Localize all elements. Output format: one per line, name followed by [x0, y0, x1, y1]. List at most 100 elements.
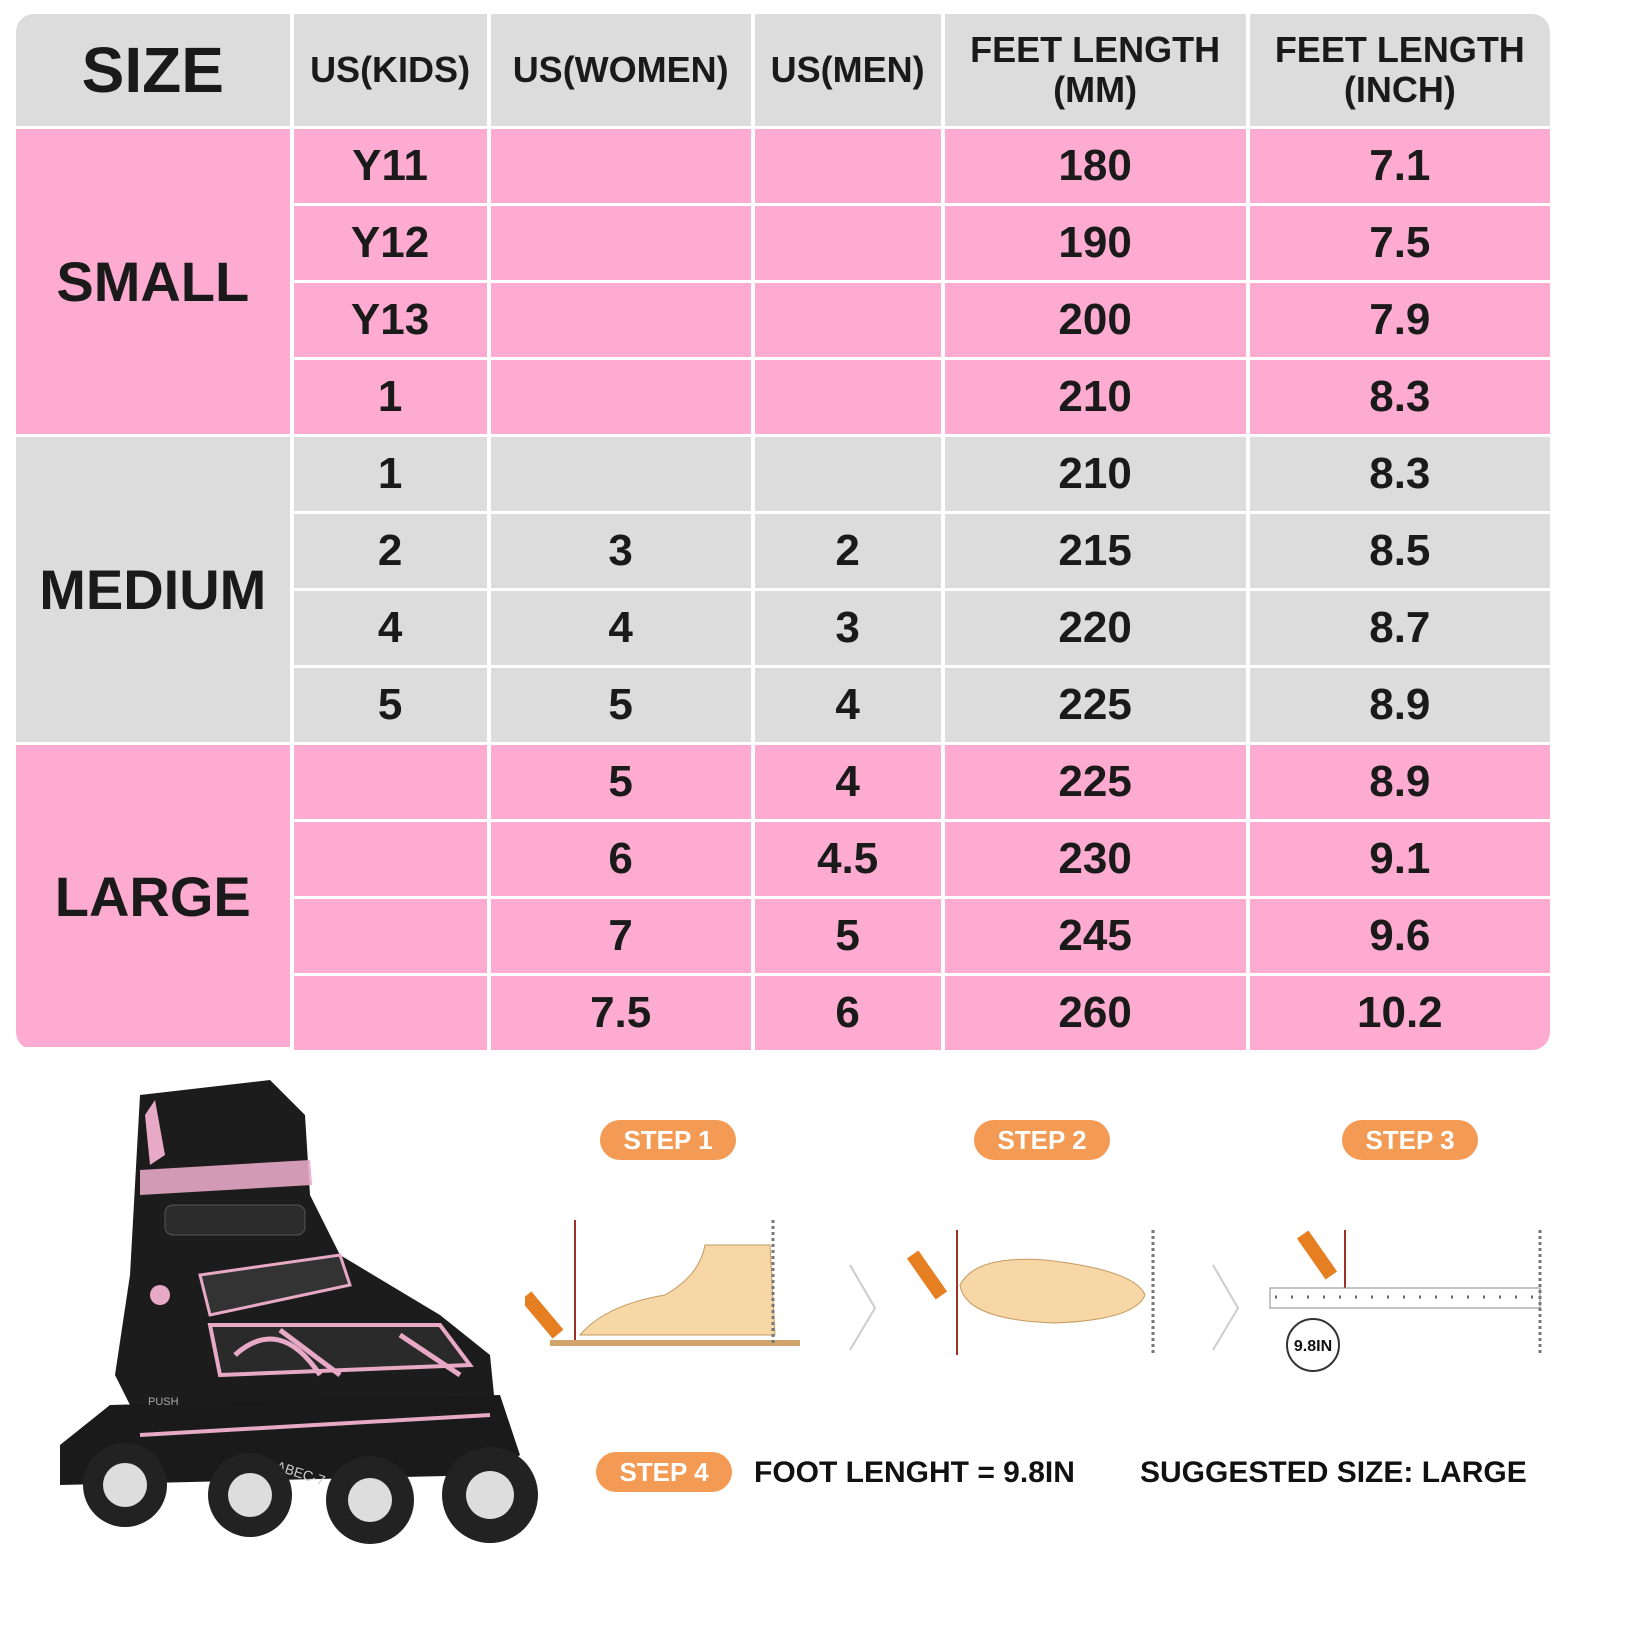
cell-us-kids: 4 — [293, 591, 491, 668]
step-1-illustration — [525, 1220, 800, 1346]
cell-feet-mm: 215 — [944, 514, 1250, 591]
step-2-illustration — [906, 1230, 1155, 1355]
cell-feet-mm: 225 — [944, 668, 1250, 745]
cell-us-kids: Y11 — [293, 129, 491, 206]
cell-feet-inch: 9.1 — [1249, 822, 1550, 899]
cell-us-men: 3 — [754, 591, 945, 668]
cell-feet-mm: 210 — [944, 360, 1250, 437]
cell-feet-mm: 245 — [944, 899, 1250, 976]
cell-us-men — [754, 437, 945, 514]
cell-us-women: 5 — [490, 668, 755, 745]
cell-feet-inch: 10.2 — [1249, 976, 1550, 1050]
table-row: LARGE 5 4 225 8.9 — [16, 745, 1550, 1050]
header-feet-mm: FEET LENGTH (MM) — [944, 14, 1250, 129]
table-row: MEDIUM 1 210 8.3 — [16, 437, 1550, 745]
cell-feet-inch: 7.1 — [1249, 129, 1550, 206]
cell-us-women — [490, 283, 755, 360]
cell-us-kids — [293, 976, 491, 1050]
table-row: 6 4.5 230 9.1 — [16, 822, 1550, 899]
size-group-large: LARGE — [16, 745, 294, 1050]
cell-us-men: 2 — [754, 514, 945, 591]
header-us-kids: US(KIDS) — [293, 14, 491, 129]
step-4-badge: STEP 4 — [596, 1452, 732, 1492]
header-feet-inch-text: FEET LENGTH (INCH) — [1274, 29, 1525, 110]
step-3-illustration: 9.8IN — [1269, 1230, 1542, 1372]
step-3-badge: STEP 3 — [1342, 1120, 1478, 1160]
table-row: SMALL Y11 180 7.1 — [16, 129, 1550, 437]
cell-us-kids: 2 — [293, 514, 491, 591]
header-feet-mm-text: FEET LENGTH (MM) — [970, 29, 1221, 110]
cell-us-women: 7 — [490, 899, 755, 976]
cell-us-men: 4 — [754, 745, 945, 822]
cell-us-kids: 1 — [293, 437, 491, 514]
cell-feet-mm: 190 — [944, 206, 1250, 283]
cell-us-men: 4 — [754, 668, 945, 745]
cell-us-women: 6 — [490, 822, 755, 899]
header-us-men: US(MEN) — [754, 14, 945, 129]
cell-feet-inch: 8.3 — [1249, 360, 1550, 437]
cell-feet-inch: 8.3 — [1249, 437, 1550, 514]
cell-us-kids — [293, 899, 491, 976]
foot-length-text: FOOT LENGHT = 9.8IN — [754, 1456, 1075, 1489]
push-label: PUSH — [148, 1396, 179, 1408]
cell-feet-inch: 7.5 — [1249, 206, 1550, 283]
inline-skate-image: ABEC-7 PUSH — [60, 1080, 538, 1544]
cell-us-kids — [293, 822, 491, 899]
cell-feet-inch: 8.9 — [1249, 745, 1550, 822]
cell-feet-inch: 8.7 — [1249, 591, 1550, 668]
table-row: Y12 190 7.5 — [16, 206, 1550, 283]
cell-us-kids: Y12 — [293, 206, 491, 283]
table-row: 5 5 4 225 8.9 — [16, 668, 1550, 745]
cell-us-women — [490, 437, 755, 514]
table-row: 2 3 2 215 8.5 — [16, 514, 1550, 591]
cell-us-women — [490, 129, 755, 206]
table-row: Y13 200 7.9 — [16, 283, 1550, 360]
cell-us-men — [754, 129, 945, 206]
cell-us-kids: 1 — [293, 360, 491, 437]
chevron-right-icon — [849, 1264, 877, 1351]
cell-feet-mm: 210 — [944, 437, 1250, 514]
step-2-badge: STEP 2 — [974, 1120, 1110, 1160]
size-group-small: SMALL — [16, 129, 294, 437]
cell-feet-mm: 200 — [944, 283, 1250, 360]
table-row: 7.5 6 260 10.2 — [16, 976, 1550, 1050]
cell-feet-inch: 8.5 — [1249, 514, 1550, 591]
table-row: 1 210 8.3 — [16, 360, 1550, 437]
cell-feet-inch: 9.6 — [1249, 899, 1550, 976]
table-row: 7 5 245 9.6 — [16, 899, 1550, 976]
header-size: SIZE — [16, 14, 294, 129]
cell-us-men — [754, 283, 945, 360]
cell-us-women: 7.5 — [490, 976, 755, 1050]
cell-feet-inch: 7.9 — [1249, 283, 1550, 360]
header-feet-inch: FEET LENGTH (INCH) — [1249, 14, 1550, 129]
table-row: 4 4 3 220 8.7 — [16, 591, 1550, 668]
step-1-badge: STEP 1 — [600, 1120, 736, 1160]
cell-feet-mm: 230 — [944, 822, 1250, 899]
cell-feet-mm: 220 — [944, 591, 1250, 668]
cell-us-men: 5 — [754, 899, 945, 976]
chevron-right-icon — [1212, 1264, 1240, 1351]
cell-us-women — [490, 360, 755, 437]
size-group-medium: MEDIUM — [16, 437, 294, 745]
cell-feet-mm: 260 — [944, 976, 1250, 1050]
size-chart-table: SIZE US(KIDS) US(WOMEN) US(MEN) FEET LEN… — [16, 14, 1550, 1050]
cell-us-men: 4.5 — [754, 822, 945, 899]
cell-us-men: 6 — [754, 976, 945, 1050]
cell-us-kids — [293, 745, 491, 822]
skate-wheels — [83, 1443, 538, 1544]
cell-us-men — [754, 360, 945, 437]
header-us-women: US(WOMEN) — [490, 14, 755, 129]
cell-us-women: 4 — [490, 591, 755, 668]
cell-feet-mm: 180 — [944, 129, 1250, 206]
header-row: SIZE US(KIDS) US(WOMEN) US(MEN) FEET LEN… — [16, 14, 1550, 129]
suggested-size-text: SUGGESTED SIZE: LARGE — [1140, 1456, 1527, 1489]
ruler-reading: 9.8IN — [1294, 1338, 1332, 1355]
cell-us-kids: Y13 — [293, 283, 491, 360]
cell-us-women: 3 — [490, 514, 755, 591]
cell-us-kids: 5 — [293, 668, 491, 745]
cell-us-men — [754, 206, 945, 283]
cell-us-women — [490, 206, 755, 283]
cell-feet-mm: 225 — [944, 745, 1250, 822]
cell-feet-inch: 8.9 — [1249, 668, 1550, 745]
cell-us-women: 5 — [490, 745, 755, 822]
